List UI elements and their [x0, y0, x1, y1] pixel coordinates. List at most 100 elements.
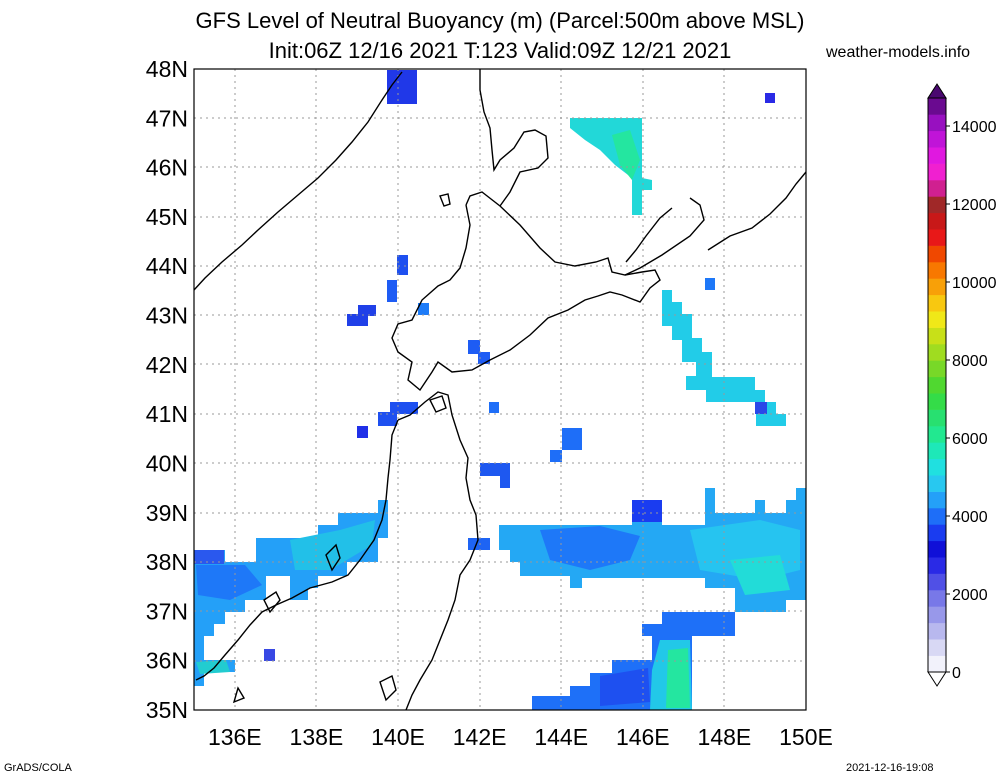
colorbar-segment — [928, 163, 946, 181]
field-patch — [662, 290, 786, 426]
lat-label: 40N — [146, 450, 188, 476]
latitude-labels: 35N 36N 37N 38N 39N 40N 41N 42N 43N 44N 45N 46N 47N 4… — [146, 56, 188, 723]
lat-label: 48N — [146, 56, 188, 82]
field-patch — [357, 426, 368, 438]
colorbar-labels: 0 2000 4000 6000 8000 10000 12000 14000 — [946, 119, 997, 682]
colorbar-min-arrow — [927, 671, 947, 687]
colorbar-segment — [928, 426, 946, 443]
lon-label: 150E — [779, 724, 833, 750]
colorbar-segment — [928, 393, 946, 410]
colorbar-segment — [928, 147, 946, 164]
field-patch — [196, 660, 230, 674]
colorbar-segment — [928, 262, 946, 279]
chart-title-line2: Init:06Z 12/16 2021 T:123 Valid:09Z 12/2… — [268, 38, 732, 63]
colorbar-segment — [928, 196, 946, 214]
field-patch — [489, 402, 499, 413]
colorbar-segment — [928, 442, 946, 460]
lat-label: 41N — [146, 401, 188, 427]
colorbar-segment — [928, 130, 946, 148]
lon-label: 136E — [208, 724, 262, 750]
lat-label: 42N — [146, 352, 188, 378]
colorbar-segment — [928, 606, 946, 624]
colorbar-segment — [928, 491, 946, 509]
coastlines — [193, 69, 807, 711]
chart-title-line1: GFS Level of Neutral Buoyancy (m) (Parce… — [195, 8, 805, 33]
lon-label: 138E — [290, 724, 344, 750]
lat-label: 46N — [146, 155, 188, 181]
colorbar-segment — [928, 311, 946, 328]
colorbar-label: 10000 — [952, 275, 997, 292]
field-patch — [196, 565, 262, 600]
colorbar-segment — [928, 98, 946, 115]
colorbar-segment — [928, 114, 946, 132]
colorbar-label: 6000 — [952, 431, 988, 448]
colorbar-segment — [928, 376, 946, 394]
colorbar-segment — [928, 360, 946, 378]
field-patch — [540, 526, 640, 570]
field-patch — [418, 303, 429, 315]
field-patch — [290, 520, 375, 570]
colorbar-segment — [928, 229, 946, 246]
lat-label: 44N — [146, 253, 188, 279]
field-patch — [387, 280, 397, 302]
colorbar-segment — [928, 294, 946, 312]
colorbar-max-arrow — [927, 83, 947, 99]
lat-label: 47N — [146, 105, 188, 131]
field-patch — [480, 463, 510, 488]
colorbar-segment — [928, 557, 946, 574]
colorbar-label: 14000 — [952, 119, 997, 136]
map-gridlines — [194, 69, 806, 710]
field-patch — [550, 428, 582, 462]
colorbar-segment — [928, 245, 946, 263]
footer-software-label: GrADS/COLA — [4, 762, 72, 774]
lon-label: 140E — [371, 724, 425, 750]
colorbar-segment — [928, 327, 946, 345]
colorbar-segment — [928, 590, 946, 607]
lat-label: 45N — [146, 204, 188, 230]
lat-label: 35N — [146, 697, 188, 723]
field-patch — [468, 538, 490, 550]
colorbar-segment — [928, 278, 946, 296]
colorbar-label: 0 — [952, 665, 961, 682]
colorbar-segment — [928, 344, 946, 361]
lon-label: 146E — [616, 724, 670, 750]
colorbar-segment — [928, 212, 946, 230]
field-patch — [264, 649, 275, 661]
lat-label: 43N — [146, 303, 188, 329]
colorbar-label: 4000 — [952, 509, 988, 526]
colorbar-label: 2000 — [952, 587, 988, 604]
footer-timestamp: 2021-12-16-19:08 — [846, 762, 934, 774]
colorbar-segment — [928, 639, 946, 656]
field-patch — [755, 402, 767, 414]
colorbar-segment — [928, 622, 946, 640]
lon-label: 148E — [698, 724, 752, 750]
map-frame — [193, 68, 807, 711]
colorbar-segment — [928, 508, 946, 525]
field-patch — [666, 648, 690, 708]
colorbar-segment — [928, 180, 946, 197]
colorbar-label: 12000 — [952, 197, 997, 214]
colorbar-segment — [928, 458, 946, 476]
longitude-labels: 136E 138E 140E 142E 144E 146E 148E 150E — [208, 724, 833, 750]
field-patch — [730, 555, 790, 595]
lat-label: 37N — [146, 598, 188, 624]
field-patch — [632, 500, 662, 522]
colorbar-segment — [928, 540, 946, 558]
colorbar-segment — [928, 524, 946, 542]
field-patch — [600, 668, 650, 706]
colorbar-frame — [927, 97, 947, 673]
lat-label: 36N — [146, 648, 188, 674]
colorbar-segment — [928, 573, 946, 591]
lat-label: 38N — [146, 549, 188, 575]
colorbar-segment — [928, 409, 946, 427]
lon-label: 144E — [534, 724, 588, 750]
field-patch — [397, 255, 408, 275]
colorbar — [927, 83, 947, 687]
field-patch — [468, 340, 490, 364]
lat-label: 39N — [146, 500, 188, 526]
buoyancy-field — [194, 70, 806, 710]
field-patch — [387, 70, 417, 104]
lon-label: 142E — [453, 724, 507, 750]
field-patch — [705, 278, 715, 290]
